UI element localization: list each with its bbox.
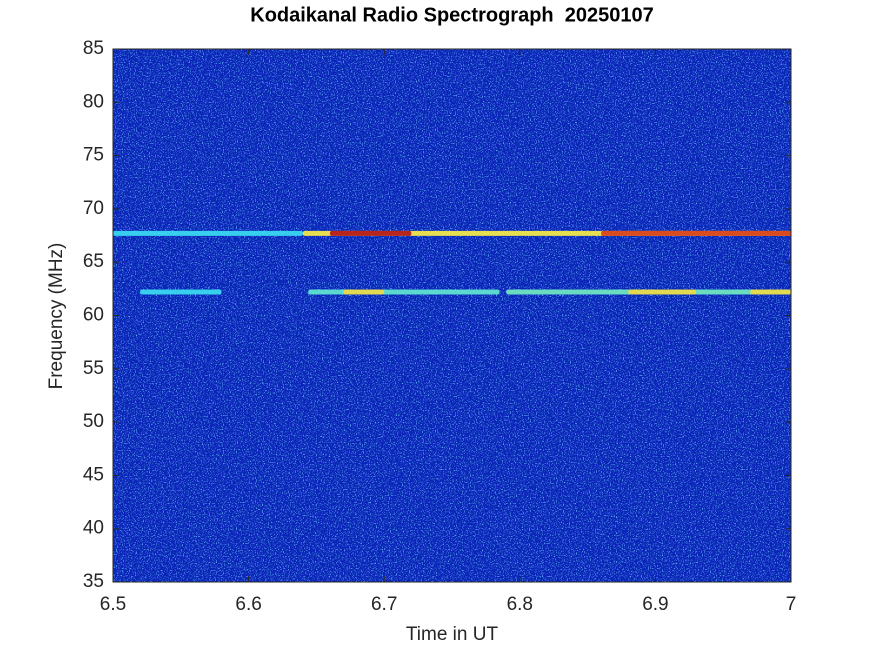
axes: 6.5 6.6 6.7 6.8 6.9 7 35 40 45 50 55 60 65 70 75 80 85 [83,38,796,615]
emission-band [329,230,412,236]
y-tick-label: 40 [83,518,104,539]
emission-band [750,289,791,295]
x-tick-label: 6.5 [100,594,126,615]
emission-band [140,289,222,295]
x-tick-label: 6.8 [507,594,533,615]
y-tick-label: 60 [83,305,104,326]
y-axis-label: Frequency (MHz) [46,243,67,390]
y-tick-label: 35 [83,571,104,592]
y-tick-label: 70 [83,198,104,219]
emission-band [113,230,303,236]
y-tick-label: 75 [83,145,104,166]
x-axis-label: Time in UT [406,624,499,645]
emission-band [343,289,385,295]
y-tick-label: 80 [83,91,104,112]
x-tick-label: 7 [786,594,797,615]
chart-title: Kodaikanal Radio Spectrograph 20250107 [250,4,654,26]
x-tick-label: 6.7 [371,594,397,615]
y-tick-label: 85 [83,38,104,59]
x-tick-label: 6.6 [235,594,261,615]
y-tick-label: 45 [83,464,104,485]
y-tick-label: 50 [83,411,104,432]
spectrogram-noise [113,49,791,582]
emission-band [628,289,697,295]
plot-area [113,49,791,582]
x-tick-label: 6.9 [642,594,668,615]
emission-band [308,289,500,295]
y-tick-label: 65 [83,251,104,272]
y-tick-label: 55 [83,358,104,379]
emission-band [601,230,791,236]
